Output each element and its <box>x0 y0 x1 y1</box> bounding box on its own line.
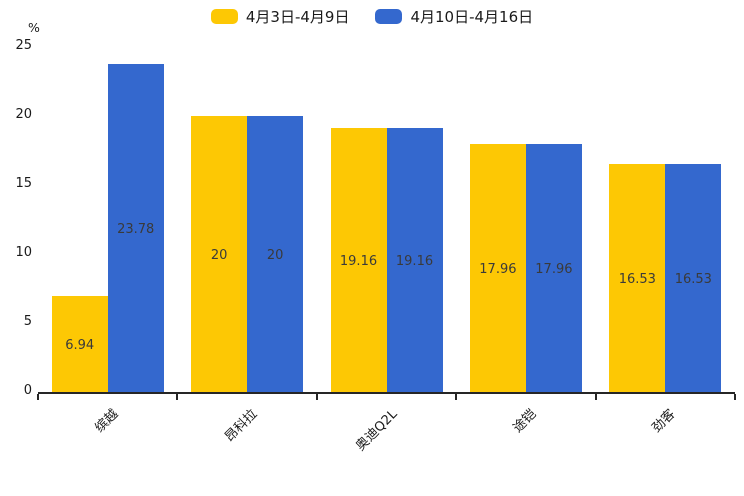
y-tick-label: 10 <box>15 245 32 260</box>
x-category-label[interactable]: 途铠 <box>510 406 540 436</box>
x-axis-tick <box>734 394 736 400</box>
legend-item-week2[interactable]: 4月10日-4月16日 <box>375 6 533 27</box>
plot-area: 6.94 23.78 缤越 20 20 昂科拉 19.16 19.16 奥迪Q2L 17.96 17… <box>37 47 736 454</box>
legend-swatch-week2-icon <box>375 9 403 24</box>
legend-item-week1[interactable]: 4月3日-4月9日 <box>210 6 350 27</box>
y-tick-label: 20 <box>15 107 32 122</box>
bar-value-label: 23.78 <box>117 221 155 237</box>
bar-week2[interactable] <box>665 163 722 392</box>
x-category-label[interactable]: 奥迪Q2L <box>352 406 400 455</box>
bar-value-label: 16.53 <box>618 271 656 287</box>
bar-week1[interactable] <box>469 144 526 392</box>
legend-label-week2: 4月10日-4月16日 <box>410 8 534 26</box>
y-tick-label: 25 <box>15 38 32 53</box>
y-tick-label: 15 <box>15 176 32 191</box>
bar-value-label: 20 <box>210 248 228 263</box>
bar-value-label: 20 <box>266 248 284 263</box>
x-category-label[interactable]: 劲客 <box>649 406 679 436</box>
bar-week1[interactable] <box>191 116 248 392</box>
x-category-label[interactable]: 昂科拉 <box>222 406 261 446</box>
y-tick-label: 0 <box>23 383 32 398</box>
x-axis-tick <box>315 394 318 400</box>
legend-swatch-week1-icon <box>210 9 238 24</box>
bar-week2[interactable] <box>247 116 304 392</box>
bar-week2[interactable] <box>386 127 443 392</box>
bar-week2[interactable] <box>107 63 164 392</box>
bar-week1[interactable] <box>609 163 666 392</box>
bar-week2[interactable] <box>525 144 582 392</box>
x-axis-line <box>38 392 735 394</box>
x-axis-tick <box>455 394 458 400</box>
bar-value-label: 19.16 <box>339 253 378 269</box>
bar-value-label: 19.16 <box>395 253 434 269</box>
bar-week1[interactable] <box>51 296 108 392</box>
x-axis-tick <box>594 394 597 400</box>
x-axis-tick <box>37 394 39 400</box>
y-axis-unit-label: % <box>28 20 40 35</box>
chart-legend: 4月3日-4月9日 4月10日-4月16日 <box>0 6 744 27</box>
x-category-label[interactable]: 缤越 <box>92 406 122 436</box>
y-tick-label: 5 <box>23 314 32 329</box>
bar-value-label: 17.96 <box>535 262 573 278</box>
bar-value-label: 17.96 <box>479 262 517 278</box>
bar-value-label: 6.94 <box>65 338 95 354</box>
bar-value-label: 16.53 <box>674 271 712 287</box>
legend-label-week1: 4月3日-4月9日 <box>245 8 350 26</box>
x-axis-tick <box>176 394 179 400</box>
bar-week1[interactable] <box>330 127 387 392</box>
